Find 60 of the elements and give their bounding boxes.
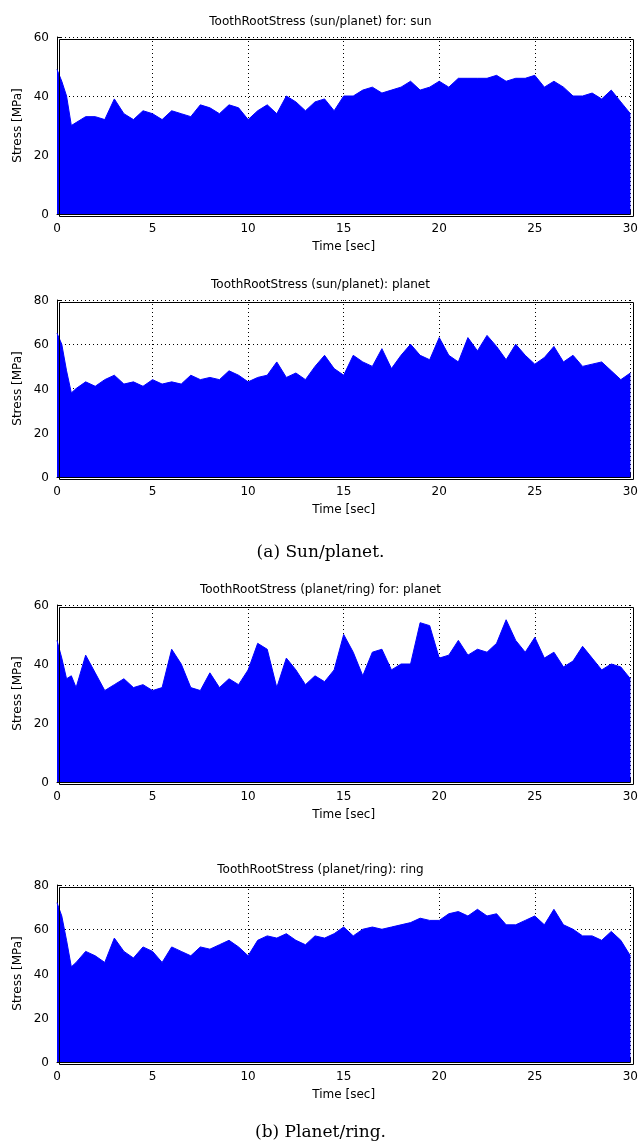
x-tick-label: 20 xyxy=(431,221,447,235)
y-tick-label: 20 xyxy=(33,716,49,730)
y-tick-label: 0 xyxy=(41,1055,49,1069)
y-tick-label: 40 xyxy=(33,657,49,671)
chart-title: ToothRootStress (planet/ring): ring xyxy=(216,862,424,876)
x-axis-title: Time [sec] xyxy=(311,807,376,821)
text: (b) Planet/ring. xyxy=(255,1120,386,1141)
x-axis-title: Time [sec] xyxy=(311,502,376,516)
y-axis-title: Stress [MPa] xyxy=(9,351,24,426)
x-tick-label: 15 xyxy=(336,484,352,498)
x-tick-label: 5 xyxy=(148,221,157,235)
y-tick-label: 60 xyxy=(33,30,49,44)
x-tick-label: 30 xyxy=(622,484,639,498)
x-tick-label: 20 xyxy=(431,484,447,498)
chart-title: ToothRootStress (sun/planet) for: sun xyxy=(208,14,432,28)
chart-title: ToothRootStress (planet/ring) for: planet xyxy=(198,582,442,596)
x-tick-label: 30 xyxy=(622,789,639,803)
y-tick-label: 20 xyxy=(33,148,49,162)
x-tick-label: 25 xyxy=(527,1069,543,1083)
x-tick-label: 0 xyxy=(53,789,61,803)
chart-title: ToothRootStress (sun/planet): planet xyxy=(210,277,431,291)
x-tick-label: 15 xyxy=(336,789,352,803)
y-tick-label: 40 xyxy=(33,966,49,981)
y-axis-title: Stress [MPa] xyxy=(9,88,24,163)
x-tick-label: 20 xyxy=(431,1069,447,1083)
x-axis-title: Time [sec] xyxy=(311,1087,376,1101)
y-tick-label: 40 xyxy=(33,381,49,396)
x-tick-label: 25 xyxy=(527,484,543,498)
y-axis-title: Stress [MPa] xyxy=(9,656,24,731)
x-tick-label: 5 xyxy=(148,484,157,498)
x-tick-label: 10 xyxy=(240,1069,256,1083)
x-tick-label: 30 xyxy=(622,1069,639,1083)
x-tick-label: 15 xyxy=(336,221,352,235)
y-tick-label: 20 xyxy=(33,425,49,440)
x-tick-label: 10 xyxy=(240,484,256,498)
text: (a) Sun/planet. xyxy=(256,540,385,561)
y-tick-label: 0 xyxy=(41,470,49,484)
x-tick-label: 0 xyxy=(53,1069,61,1083)
y-tick-label: 40 xyxy=(33,89,49,103)
y-tick-label: 80 xyxy=(33,293,49,307)
y-tick-label: 0 xyxy=(41,207,49,221)
y-tick-label: 80 xyxy=(33,878,49,892)
x-tick-label: 15 xyxy=(336,1069,352,1083)
x-axis-title: Time [sec] xyxy=(311,239,376,253)
x-tick-label: 0 xyxy=(53,484,61,498)
x-tick-label: 25 xyxy=(527,789,543,803)
x-tick-label: 30 xyxy=(622,221,639,235)
x-tick-label: 5 xyxy=(148,1069,157,1083)
y-tick-label: 60 xyxy=(33,337,49,352)
y-axis-title: Stress [MPa] xyxy=(9,936,24,1011)
y-tick-label: 0 xyxy=(41,775,49,789)
x-tick-label: 10 xyxy=(240,789,256,803)
x-tick-label: 20 xyxy=(431,789,447,803)
x-tick-label: 10 xyxy=(240,221,256,235)
x-tick-label: 5 xyxy=(148,789,157,803)
x-tick-label: 0 xyxy=(53,221,61,235)
y-tick-label: 60 xyxy=(33,598,49,612)
y-tick-label: 60 xyxy=(33,922,49,937)
y-tick-label: 20 xyxy=(33,1010,49,1025)
x-tick-label: 25 xyxy=(527,221,543,235)
